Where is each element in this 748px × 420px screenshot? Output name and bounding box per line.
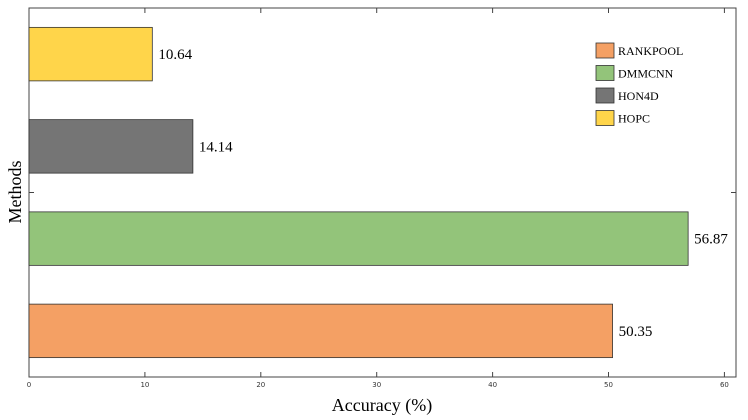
bar-rankpool	[28, 303, 613, 359]
x-tick-label: 30	[372, 381, 381, 389]
legend-swatch-hon4d	[595, 87, 615, 104]
data-label-rankpool: 50.35	[619, 324, 653, 340]
x-tick-label: 10	[140, 381, 149, 389]
x-axis-ticks: 0 10 20 30 40 50 60	[27, 8, 736, 389]
x-tick-label: 0	[27, 381, 31, 389]
legend-swatch-rankpool	[595, 42, 615, 59]
bar-dmmcnn	[28, 211, 689, 266]
legend: RANKPOOL DMMCNN HON4D HOPC	[595, 42, 683, 126]
data-labels-group: 50.35 56.87 14.14 10.64	[158, 47, 728, 340]
x-axis-title: Accuracy (%)	[332, 395, 432, 416]
data-label-hon4d: 14.14	[199, 139, 233, 155]
legend-label-rankpool: RANKPOOL	[618, 44, 683, 58]
legend-label-hopc: HOPC	[618, 112, 650, 126]
bars-group	[28, 26, 689, 359]
bar-hopc	[28, 26, 153, 82]
legend-label-dmmcnn: DMMCNN	[618, 67, 674, 81]
x-tick-label: 40	[488, 381, 497, 389]
x-tick-label: 60	[720, 381, 729, 389]
data-label-dmmcnn: 56.87	[694, 232, 728, 248]
legend-label-hon4d: HON4D	[618, 89, 659, 103]
x-tick-label: 20	[256, 381, 265, 389]
x-tick-label: 50	[604, 381, 613, 389]
y-axis-title: Methods	[5, 161, 25, 224]
legend-swatch-dmmcnn	[595, 65, 615, 81]
legend-swatch-hopc	[595, 110, 615, 126]
data-label-hopc: 10.64	[158, 47, 192, 63]
bar-hon4d	[28, 119, 194, 174]
